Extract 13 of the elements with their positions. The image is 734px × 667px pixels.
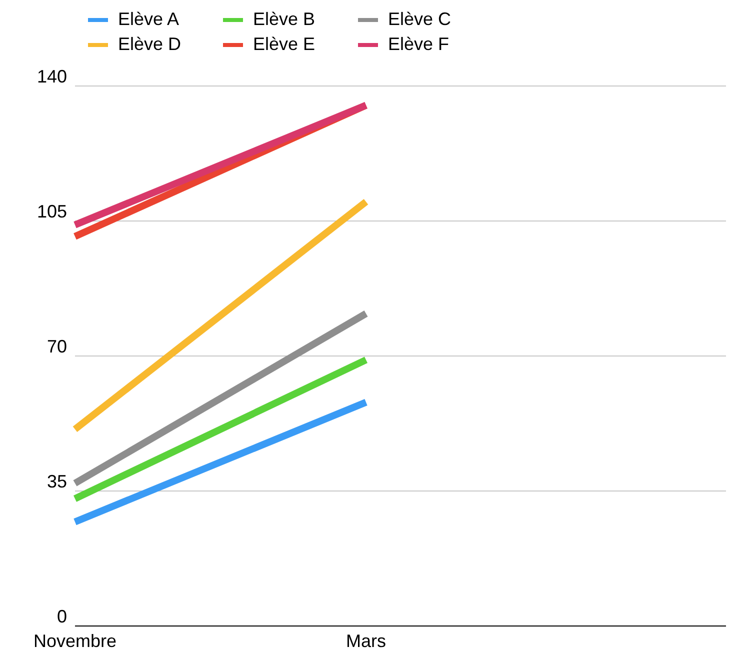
legend-label: Elève A <box>117 8 180 31</box>
x-tick-label: Novembre <box>33 630 117 651</box>
y-tick-label: 0 <box>56 606 67 626</box>
y-tick-label: 70 <box>46 336 67 356</box>
legend-label: Elève E <box>252 33 316 56</box>
x-tick-label: Mars <box>346 630 386 651</box>
legend-label: Elève B <box>252 8 316 31</box>
legend-label: Elève D <box>117 33 182 56</box>
y-tick-label: 140 <box>36 66 67 86</box>
y-tick-label: 105 <box>36 201 67 222</box>
legend-label: Elève F <box>387 33 450 56</box>
y-tick-label: 35 <box>46 471 67 492</box>
legend-label: Elève C <box>387 8 452 31</box>
